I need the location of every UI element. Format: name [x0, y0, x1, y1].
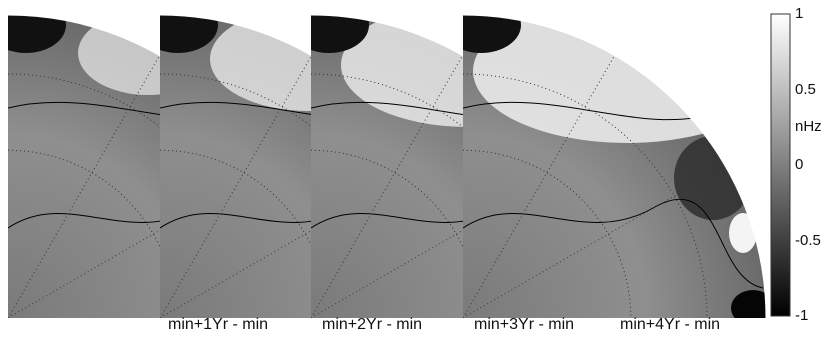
panel-label: min+3Yr - min: [474, 316, 575, 333]
grid-latitude-arc: [311, 149, 480, 318]
colorbar-tick-label: 1: [795, 5, 804, 22]
grid-radial-line: [463, 53, 616, 318]
colorbar-tick-label: 0: [795, 156, 804, 173]
panel-rim: [462, 10, 771, 319]
grid-radial-line: [311, 165, 576, 318]
dark-patch: [674, 136, 752, 220]
grid-radial-line: [160, 53, 313, 318]
grid-radial-line: [160, 165, 425, 318]
polar-dark-region: [160, 13, 218, 53]
panel-label: min+1Yr - min: [168, 316, 269, 333]
colorbar-tick-label: -0.5: [795, 231, 821, 249]
panel-4: [462, 10, 771, 319]
colorbar-units-label: nHz: [795, 118, 822, 135]
colorbar-tick-label: 0.5: [795, 80, 816, 98]
polar-dark-region: [463, 13, 521, 53]
grid-latitude-arc: [160, 149, 329, 318]
contour-line: [463, 199, 764, 289]
grid-radial-line: [463, 165, 728, 318]
grid-latitude-arc: [463, 149, 632, 318]
grid-latitude-arc: [8, 149, 177, 318]
grid-radial-line: [311, 53, 464, 318]
polar-dark-region: [311, 13, 369, 53]
grid-radial-line: [8, 165, 273, 318]
panel-label: min+4Yr - min: [620, 316, 721, 333]
bright-spot: [729, 213, 757, 253]
equator-dark-region: [731, 290, 768, 318]
colorbar: [770, 13, 791, 317]
colorbar-tick-label: -1: [795, 307, 809, 324]
panel-label: min+2Yr - min: [322, 316, 423, 333]
contour-line: [463, 101, 694, 121]
polar-dark-region: [8, 13, 66, 53]
panels-layer: [8, 10, 771, 319]
grid-radial-line: [8, 53, 161, 318]
